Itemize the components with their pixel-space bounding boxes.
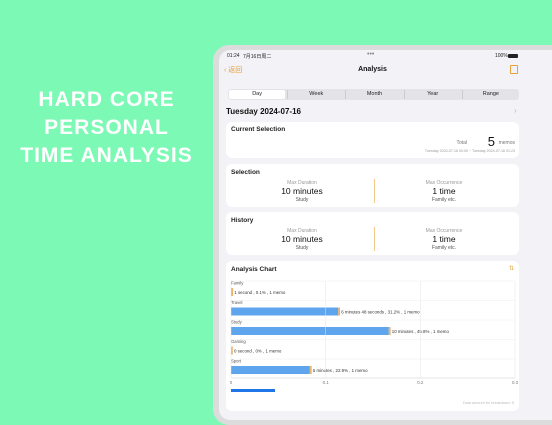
category-label: Study xyxy=(231,320,243,325)
x-tick-label: 0.2 xyxy=(417,380,424,385)
value-label: 1 second , 0.1% , 1 memo xyxy=(234,290,286,295)
value-label: 0 second , 0% , 1 memo xyxy=(234,348,282,353)
chart-footer: Data amount for breakdown: 5 xyxy=(463,401,514,405)
bar xyxy=(231,308,338,316)
category-label: Family xyxy=(231,281,244,286)
bar-cap xyxy=(389,327,391,335)
x-tick-label: 0.1 xyxy=(323,380,330,385)
page: HARD CORE PERSONAL TIME ANALYSIS 01:24 7… xyxy=(0,0,552,414)
bar xyxy=(231,327,389,335)
bar-cap xyxy=(338,308,340,316)
bar-cap xyxy=(231,347,233,355)
scroll-indicator xyxy=(231,389,275,392)
bar xyxy=(231,366,310,374)
x-tick-label: 0.3 xyxy=(512,380,519,385)
bar-cap xyxy=(310,366,312,374)
chart: Family 1 second , 0.1% , 1 memo Travel 6 mi… xyxy=(0,0,552,414)
category-label: Sport xyxy=(231,359,242,364)
category-label: Gaming xyxy=(231,339,246,344)
value-label: 10 minutes , 45.8% , 1 memo xyxy=(392,329,450,334)
value-label: 5 minutes , 22.9% , 1 memo xyxy=(313,368,368,373)
x-tick-label: 0 xyxy=(230,380,233,385)
bar-cap xyxy=(231,288,233,296)
category-label: Travel xyxy=(231,300,243,305)
value-label: 6 minutes 48 seconds , 31.2% , 1 memo xyxy=(341,309,420,314)
